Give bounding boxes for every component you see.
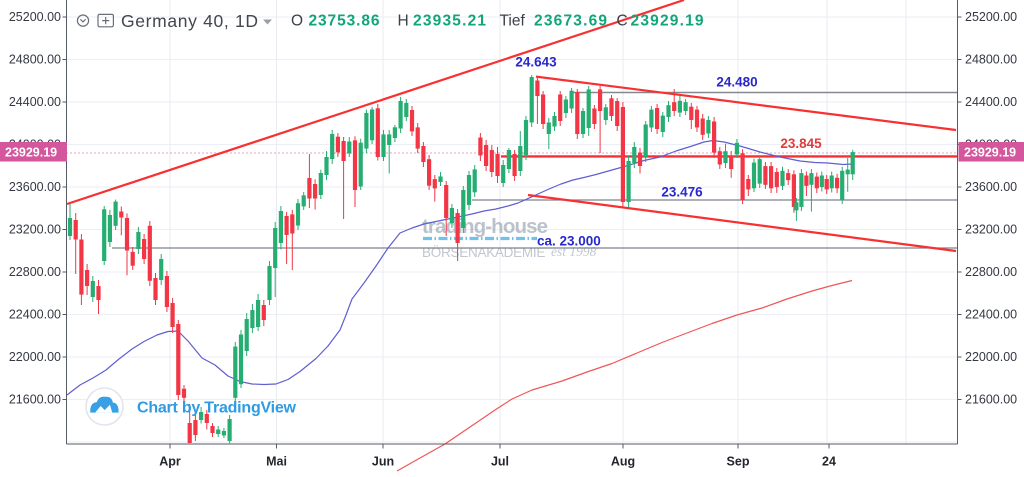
svg-text:Germany 40, 1D: Germany 40, 1D bbox=[121, 11, 258, 31]
svg-text:24.643: 24.643 bbox=[515, 55, 557, 70]
svg-text:23600.00: 23600.00 bbox=[965, 180, 1017, 194]
svg-text:24400.00: 24400.00 bbox=[9, 95, 61, 109]
svg-text:24800.00: 24800.00 bbox=[965, 53, 1017, 67]
svg-text:22400.00: 22400.00 bbox=[9, 308, 61, 322]
svg-text:23.476: 23.476 bbox=[661, 185, 703, 200]
svg-text:Jun: Jun bbox=[372, 455, 394, 469]
svg-text:BÖRSENAKADEMIE: BÖRSENAKADEMIE bbox=[422, 245, 546, 260]
svg-text:23673.69: 23673.69 bbox=[534, 13, 607, 30]
svg-text:Sep: Sep bbox=[727, 455, 750, 469]
svg-text:25200.00: 25200.00 bbox=[965, 10, 1017, 24]
svg-text:23929.19: 23929.19 bbox=[631, 13, 704, 30]
svg-text:22400.00: 22400.00 bbox=[965, 308, 1017, 322]
svg-text:O: O bbox=[291, 13, 303, 30]
svg-text:ca. 23.000: ca. 23.000 bbox=[537, 234, 601, 249]
svg-text:23600.00: 23600.00 bbox=[9, 180, 61, 194]
svg-text:23.845: 23.845 bbox=[780, 136, 822, 151]
svg-text:24400.00: 24400.00 bbox=[965, 95, 1017, 109]
svg-text:23200.00: 23200.00 bbox=[9, 223, 61, 237]
svg-text:23753.86: 23753.86 bbox=[309, 13, 380, 30]
svg-text:C: C bbox=[617, 13, 628, 30]
svg-text:23935.21: 23935.21 bbox=[413, 13, 486, 30]
svg-text:trading-house: trading-house bbox=[422, 215, 548, 238]
svg-text:23929.19: 23929.19 bbox=[5, 146, 57, 160]
svg-text:24.480: 24.480 bbox=[716, 75, 757, 90]
svg-text:23200.00: 23200.00 bbox=[965, 223, 1017, 237]
svg-text:Chart by TradingView: Chart by TradingView bbox=[137, 400, 297, 417]
svg-text:Aug: Aug bbox=[611, 455, 635, 469]
svg-text:22800.00: 22800.00 bbox=[965, 265, 1017, 279]
svg-text:21600.00: 21600.00 bbox=[965, 393, 1017, 407]
svg-text:24800.00: 24800.00 bbox=[9, 53, 61, 67]
svg-text:22800.00: 22800.00 bbox=[9, 265, 61, 279]
svg-text:H: H bbox=[398, 13, 409, 30]
svg-text:23929.19: 23929.19 bbox=[964, 146, 1016, 160]
svg-text:25200.00: 25200.00 bbox=[9, 10, 61, 24]
svg-text:22000.00: 22000.00 bbox=[965, 350, 1017, 364]
svg-text:Tief: Tief bbox=[500, 13, 526, 30]
svg-text:21600.00: 21600.00 bbox=[9, 393, 61, 407]
svg-text:22000.00: 22000.00 bbox=[9, 350, 61, 364]
svg-text:Mai: Mai bbox=[266, 455, 287, 469]
svg-text:Apr: Apr bbox=[159, 455, 181, 469]
svg-text:Jul: Jul bbox=[491, 455, 509, 469]
svg-text:24: 24 bbox=[822, 455, 836, 469]
